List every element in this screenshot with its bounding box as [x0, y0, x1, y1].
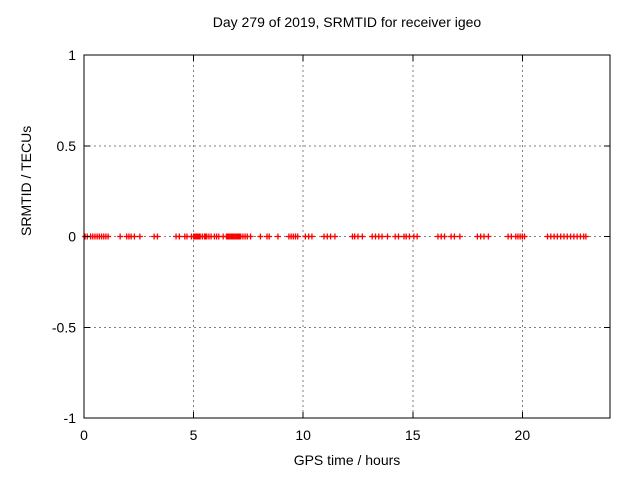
plot-border [83, 54, 611, 419]
y-tick-label: 1 [68, 47, 76, 63]
x-tick-label: 10 [295, 427, 311, 443]
x-tick-label: 15 [405, 427, 421, 443]
x-tick-label: 0 [80, 427, 88, 443]
x-axis-label: GPS time / hours [293, 452, 401, 468]
x-tick-label: 5 [190, 427, 198, 443]
y-tick-label: 0.5 [57, 138, 77, 154]
y-tick-label: 0 [68, 229, 76, 245]
y-tick-label: -0.5 [52, 319, 76, 335]
y-tick-label: -1 [64, 410, 77, 426]
chart-title: Day 279 of 2019, SRMTID for receiver ige… [212, 14, 482, 30]
x-tick-label: 20 [515, 427, 531, 443]
